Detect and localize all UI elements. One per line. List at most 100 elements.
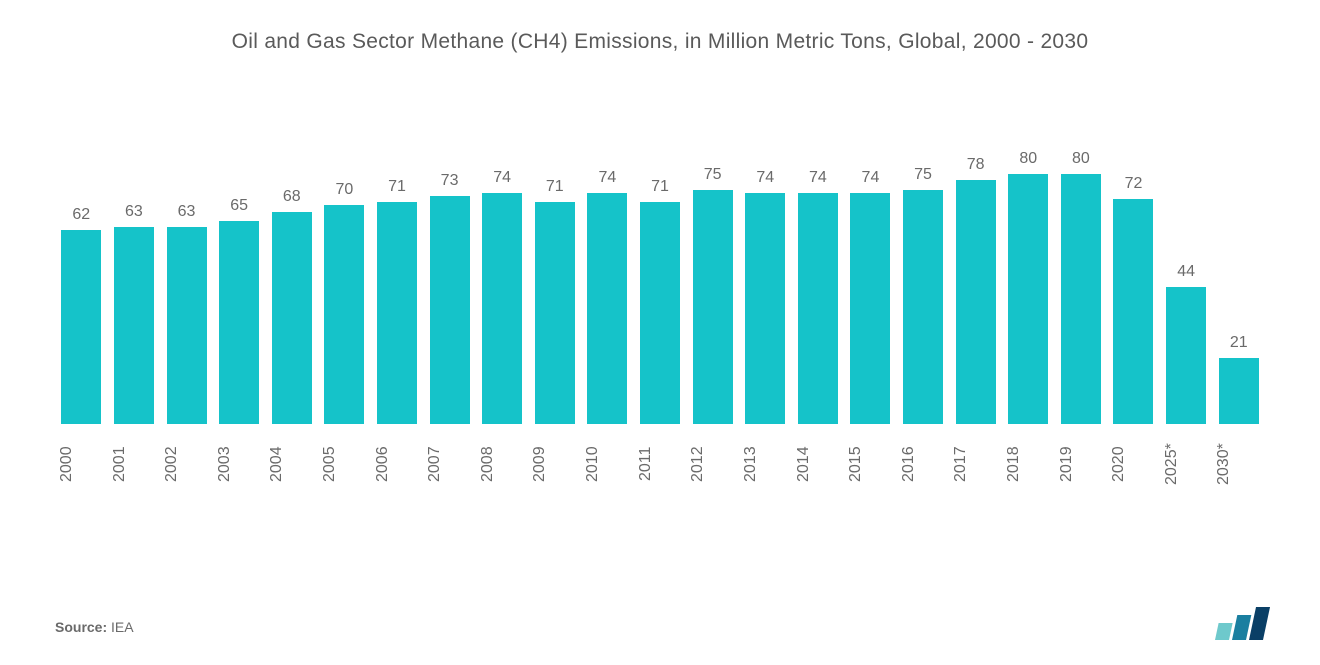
source-attribution: Source: IEA [55,619,134,635]
bar-group: 78 [952,94,999,424]
bar-value-label: 74 [756,169,774,187]
bar [798,193,838,424]
bar-value-label: 80 [1019,150,1037,168]
x-axis-category: 2008 [479,434,526,494]
bar-group: 71 [637,94,684,424]
bar [535,202,575,424]
x-axis-category: 2013 [742,434,789,494]
bar [377,202,417,424]
bar-group: 63 [111,94,158,424]
bar [850,193,890,424]
x-axis-category: 2030* [1215,434,1262,494]
bar [1219,358,1259,424]
x-axis-category: 2007 [426,434,473,494]
bar-value-label: 75 [914,166,932,184]
bar [272,212,312,425]
bar [956,180,996,424]
bar-value-label: 78 [967,156,985,174]
bar-group: 75 [689,94,736,424]
bar-value-label: 63 [125,203,143,221]
bar [324,205,364,424]
bar [903,190,943,424]
x-axis-category: 2020 [1110,434,1157,494]
bar [430,196,470,424]
bar-group: 73 [426,94,473,424]
bars-area: 62 63 63 65 68 70 71 73 74 71 74 71 75 74 74 74 75 78 80 80… [50,94,1270,424]
bar-group: 74 [584,94,631,424]
bar-group: 63 [163,94,210,424]
x-axis-category: 2005 [321,434,368,494]
bar-group: 75 [900,94,947,424]
bar [219,221,259,424]
brand-logo [1215,605,1270,640]
x-axis-category: 2018 [1005,434,1052,494]
bar-group: 74 [479,94,526,424]
bar-value-label: 73 [441,172,459,190]
x-axis-category: 2000 [58,434,105,494]
bar-group: 80 [1058,94,1105,424]
bar-value-label: 74 [809,169,827,187]
x-axis-labels: 2000200120022003200420052006200720082009… [50,434,1270,494]
bar-group: 80 [1005,94,1052,424]
x-axis-category: 2016 [900,434,947,494]
x-axis-category: 2019 [1058,434,1105,494]
x-axis-category: 2014 [795,434,842,494]
x-axis-category: 2002 [163,434,210,494]
bar [1113,199,1153,424]
bar-group: 74 [795,94,842,424]
bar-value-label: 74 [862,169,880,187]
bar-group: 44 [1163,94,1210,424]
x-axis-category: 2011 [637,434,684,494]
bar-group: 68 [268,94,315,424]
x-axis-category: 2006 [374,434,421,494]
bar-value-label: 68 [283,188,301,206]
x-axis-category: 2012 [689,434,736,494]
x-axis-category: 2009 [531,434,578,494]
source-label: Source: [55,619,107,635]
bar [167,227,207,424]
bar-group: 65 [216,94,263,424]
bar-value-label: 71 [651,178,669,196]
x-axis-category: 2003 [216,434,263,494]
source-value: IEA [111,619,134,635]
x-axis-category: 2010 [584,434,631,494]
bar-value-label: 65 [230,197,248,215]
x-axis-category: 2025* [1163,434,1210,494]
bar-group: 21 [1215,94,1262,424]
bar-value-label: 44 [1177,263,1195,281]
bar-value-label: 63 [178,203,196,221]
bar [1008,174,1048,424]
bar-value-label: 74 [493,169,511,187]
chart-container: Oil and Gas Sector Methane (CH4) Emissio… [0,0,1320,665]
bar-group: 74 [742,94,789,424]
bar-group: 71 [374,94,421,424]
bar-value-label: 71 [388,178,406,196]
bar-value-label: 62 [72,206,90,224]
bar [114,227,154,424]
chart-title: Oil and Gas Sector Methane (CH4) Emissio… [50,30,1270,54]
x-axis-category: 2015 [847,434,894,494]
bar-value-label: 70 [335,181,353,199]
x-axis-category: 2004 [268,434,315,494]
bar-value-label: 74 [599,169,617,187]
bar-group: 62 [58,94,105,424]
bar [640,202,680,424]
bar [61,230,101,424]
bar [745,193,785,424]
bar-value-label: 71 [546,178,564,196]
bar [1061,174,1101,424]
bar [693,190,733,424]
logo-icon [1215,605,1270,640]
bar-group: 74 [847,94,894,424]
bar [1166,287,1206,425]
bar-value-label: 72 [1125,175,1143,193]
bar-group: 71 [531,94,578,424]
bar [587,193,627,424]
bar-group: 72 [1110,94,1157,424]
x-axis-category: 2001 [111,434,158,494]
bar-value-label: 21 [1230,334,1248,352]
bar-group: 70 [321,94,368,424]
bar-value-label: 75 [704,166,722,184]
x-axis-category: 2017 [952,434,999,494]
bar [482,193,522,424]
